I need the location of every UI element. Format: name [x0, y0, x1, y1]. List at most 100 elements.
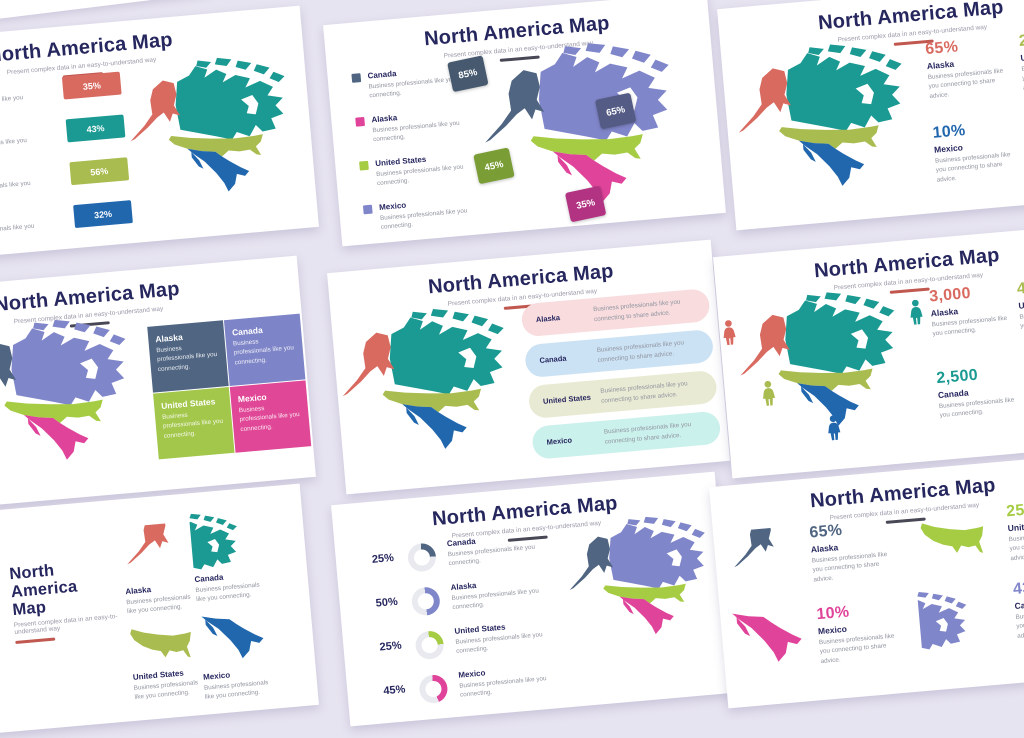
matrix-cell: Mexico Business professionals like you c…: [229, 380, 312, 453]
matrix-cell: Canada Business professionals like you c…: [223, 313, 306, 386]
canada-shape: [917, 584, 1008, 651]
matrix-cell: United States Business professionals lik…: [153, 387, 235, 460]
stat-block: 25% United States Business professionals…: [1006, 496, 1024, 564]
country-body: Business professionals like you connecti…: [600, 380, 688, 405]
donut-chart: [414, 629, 445, 661]
donut-chart: [418, 673, 449, 705]
legend-swatch: [362, 204, 373, 215]
slide-header: North America Map Present complex data i…: [9, 555, 135, 644]
country-body: Business professionals like you connecti…: [931, 314, 1008, 338]
stat-block: 10% Mexico Business professionals like y…: [816, 599, 909, 667]
percent-bar: 43%: [65, 114, 126, 143]
person-icon: [908, 299, 925, 325]
country-body: Business professionals like you connecti…: [934, 151, 1011, 184]
country-name: Mexico: [546, 435, 573, 447]
slide-donut-stats[interactable]: North America Map Present complex data i…: [331, 471, 734, 727]
country-entry: United States Business professionals lik…: [0, 167, 36, 205]
north-america-map: [562, 510, 729, 656]
country-body: Business professionals like you connecti…: [195, 581, 260, 604]
country-entry: Mexico Business professionals like you c…: [203, 667, 271, 703]
slide-pill-list[interactable]: North America Map Present complex data i…: [327, 239, 730, 495]
accent-underline: [15, 637, 56, 644]
slide-country-shapes[interactable]: North America Map Present complex data i…: [0, 483, 319, 738]
slide-percent-stats[interactable]: North America Map Present complex data i…: [717, 0, 1024, 231]
united-states-shape: [128, 620, 195, 667]
donut-value: 45%: [382, 683, 406, 698]
country-entry: Mexico Business professionals like you c…: [0, 210, 40, 248]
canada-shape: [189, 506, 278, 571]
country-entry: Alaska Business professionals like you c…: [125, 582, 193, 618]
alaska-shape: [729, 528, 777, 584]
country-body: Business professionals like you connecti…: [232, 338, 295, 367]
north-america-map: [729, 36, 930, 212]
slide-people-counts[interactable]: North America Map Present complex data i…: [713, 223, 1024, 479]
country-body: Business professionals like you connecti…: [818, 632, 895, 665]
legend-entry: United States Business professionals lik…: [359, 152, 465, 191]
country-pill: Mexico Business professionals like you c…: [531, 410, 722, 460]
person-icon: [721, 319, 738, 345]
stat-block: 10% Mexico Business professionals like y…: [932, 117, 1024, 185]
country-entry: Alaska Business professionals like you c…: [450, 573, 570, 613]
country-body: Business professionals like you connecti…: [1008, 530, 1024, 563]
matrix-cell: Alaska Business professionals like you c…: [147, 320, 229, 393]
country-name: Canada: [539, 353, 567, 366]
legend-swatch: [351, 73, 362, 83]
stat-block: 65% Alaska Business professionals like y…: [809, 517, 902, 585]
country-body: Business professionals like you connecti…: [0, 222, 35, 238]
slide-map-badges[interactable]: North America Map Present complex data i…: [323, 0, 726, 247]
country-body: Business professionals like you connecti…: [0, 94, 24, 109]
stat-block: 2,500 Canada Business professionals like…: [936, 363, 1024, 421]
united-states-shape: [919, 513, 989, 563]
legend-swatch: [355, 116, 365, 127]
country-body: Business professionals like you connecti…: [126, 593, 191, 616]
donut-value: 50%: [375, 595, 399, 610]
country-body: Business professionals like you connecti…: [238, 405, 300, 434]
percent-bar: 56%: [69, 157, 130, 186]
north-america-map: [333, 301, 532, 475]
stat-block: 3,000 Alaska Business professionals like…: [929, 281, 1021, 339]
legend-swatch: [359, 160, 369, 171]
donut-chart: [410, 586, 441, 617]
mexico-shape: [198, 609, 270, 669]
slide-color-matrix[interactable]: North America Map Present complex data i…: [0, 255, 316, 511]
country-body: Business professionals like you connecti…: [0, 179, 31, 195]
legend-entry: Alaska Business professionals like you c…: [355, 108, 461, 147]
template-collage: { "shared": { "title": "North America Ma…: [0, 0, 1024, 698]
person-icon: [825, 415, 842, 441]
percent-bar: 32%: [73, 200, 133, 229]
donut-value: 25%: [379, 639, 403, 654]
slide-bar-stats[interactable]: North America Map Present complex data i…: [0, 5, 319, 261]
country-pill: United States Business professionals lik…: [527, 369, 718, 420]
country-body: Business professionals like you connecti…: [0, 136, 28, 152]
country-body: Business professionals like you connecti…: [133, 679, 199, 702]
person-icon: [760, 380, 777, 406]
country-entry: Alaska Business professionals like you c…: [0, 82, 29, 120]
country-body: Business professionals like you connecti…: [596, 339, 685, 364]
slide-title: North America Map: [8, 561, 79, 620]
stat-block: 43% Canada Business professionals like y…: [1012, 573, 1024, 641]
stat-block: 25% United States Business professionals…: [1018, 25, 1024, 93]
country-name: United States: [542, 392, 592, 406]
country-body: Business professionals like you connecti…: [161, 411, 224, 440]
alaska-shape: [122, 523, 173, 581]
legend-entry: Mexico Business professionals like you c…: [362, 195, 469, 234]
north-america-map: [0, 312, 154, 486]
country-entry: Mexico Business professionals like you c…: [458, 660, 578, 700]
percent-bar: 35%: [61, 71, 122, 100]
country-entry: United States Business professionals lik…: [454, 617, 574, 657]
country-name: Alaska: [535, 313, 561, 325]
country-body: Business professionals like you connecti…: [203, 679, 269, 702]
country-body: Business professionals like you connecti…: [156, 345, 218, 374]
donut-value: 25%: [371, 551, 395, 566]
stat-value: 43%: [1012, 578, 1024, 599]
north-america-map: [121, 50, 311, 216]
mexico-shape: [728, 605, 809, 673]
country-body: Business professionals like you connecti…: [811, 550, 888, 584]
country-entry: United States Business professionals lik…: [132, 667, 200, 703]
country-entry: Canada Business professionals like you c…: [0, 125, 33, 163]
country-entry: Canada Business professionals like you c…: [194, 569, 262, 605]
country-pill: Canada Business professionals like you c…: [524, 328, 715, 379]
country-body: Business professionals like you connecti…: [927, 67, 1004, 100]
slide-shape-percents[interactable]: North America Map Present complex data i…: [709, 453, 1024, 709]
stat-block: 65% Alaska Business professionals like y…: [925, 34, 1018, 102]
